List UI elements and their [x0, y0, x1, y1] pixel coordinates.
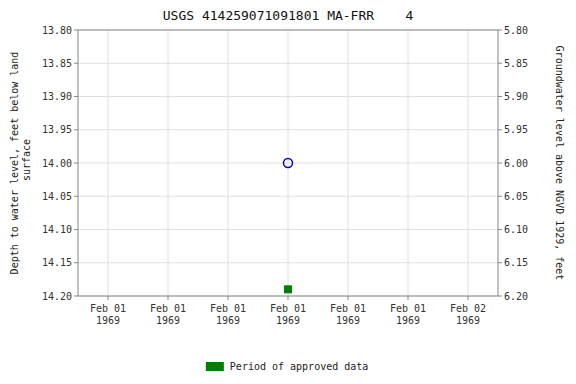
- point: [284, 159, 293, 168]
- tick-label: Feb 011969: [330, 303, 366, 326]
- tick-label: 6.00: [504, 158, 528, 169]
- tick-label: 14.20: [42, 291, 72, 302]
- tick: [408, 296, 409, 300]
- tick-label: Feb 021969: [450, 303, 486, 326]
- tick: [74, 296, 78, 297]
- tick-label: 6.05: [504, 191, 528, 202]
- tick-label: 5.85: [504, 58, 528, 69]
- text-line: 1969: [336, 315, 360, 326]
- marks: [284, 159, 293, 293]
- tick-label: 13.80: [42, 25, 72, 36]
- tick: [498, 96, 502, 97]
- text-line: 1969: [216, 315, 240, 326]
- text-line: Feb 01: [90, 303, 126, 314]
- text-line: surface: [21, 139, 32, 187]
- tick-label: 5.90: [504, 91, 528, 102]
- text-line: Feb 01: [330, 303, 366, 314]
- tick: [498, 196, 502, 197]
- tick-label: 5.95: [504, 124, 528, 135]
- text-line: 1969: [276, 315, 300, 326]
- tick-label: 5.80: [504, 25, 528, 36]
- tick-label: 14.15: [42, 257, 72, 268]
- tick: [498, 30, 502, 31]
- tick: [168, 296, 169, 300]
- legend: Period of approved data: [206, 361, 368, 372]
- grid-line: [348, 30, 349, 296]
- tick: [228, 296, 229, 300]
- tick-label: 14.00: [42, 158, 72, 169]
- tick: [74, 63, 78, 64]
- tick-label: 13.95: [42, 124, 72, 135]
- tick: [468, 296, 469, 300]
- plot-frame: [78, 30, 498, 296]
- tick-label: 14.05: [42, 191, 72, 202]
- grid-line: [228, 30, 229, 296]
- tick: [498, 262, 502, 263]
- tick: [74, 96, 78, 97]
- tick: [74, 163, 78, 164]
- text-line: Feb 01: [270, 303, 306, 314]
- y-axis: 13.80 13.85 13.90 13.95 14.00 14.05 14.10 14.15…: [42, 25, 78, 302]
- tick-label: 6.10: [504, 224, 528, 235]
- point: [285, 286, 292, 293]
- grid: [78, 30, 498, 296]
- text-line: 1969: [156, 315, 180, 326]
- tick: [498, 229, 502, 230]
- tick-label: Feb 011969: [390, 303, 426, 326]
- tick: [108, 296, 109, 300]
- grid-line: [108, 30, 109, 296]
- tick-label: 6.20: [504, 291, 528, 302]
- text-line: 1969: [396, 315, 420, 326]
- tick-label: Feb 011969: [150, 303, 186, 326]
- grid-line: [288, 30, 289, 296]
- legend-swatch: [206, 362, 224, 371]
- tick-label: Feb 011969: [270, 303, 306, 326]
- tick: [74, 30, 78, 31]
- x-axis: Feb 011969Feb 011969Feb 011969Feb 011969…: [90, 296, 486, 326]
- text-line: Feb 01: [210, 303, 246, 314]
- grid-line: [168, 30, 169, 296]
- tick: [498, 129, 502, 130]
- tick: [74, 229, 78, 230]
- text-line: 1969: [96, 315, 120, 326]
- text-line: 1969: [456, 315, 480, 326]
- axis-label: Depth to water level, feet below land su…: [9, 52, 32, 275]
- title: USGS 414259071091801 MA-FRR 4: [163, 8, 414, 23]
- chart: 13.80 13.85 13.90 13.95 14.00 14.05 14.10 14.15…: [0, 0, 576, 384]
- tick-label: Feb 011969: [210, 303, 246, 326]
- text-line: Feb 02: [450, 303, 486, 314]
- tick-label: 6.15: [504, 257, 528, 268]
- y2-axis: 6.20 6.15 6.10 6.05 6.00 5.95 5.90 5.85 5.80: [498, 25, 528, 302]
- tick: [74, 196, 78, 197]
- tick: [74, 262, 78, 263]
- tick: [74, 129, 78, 130]
- grid-line: [468, 30, 469, 296]
- tick-label: 13.90: [42, 91, 72, 102]
- text-line: Depth to water level, feet below land: [9, 52, 20, 275]
- tick-label: 14.10: [42, 224, 72, 235]
- tick: [348, 296, 349, 300]
- tick: [288, 296, 289, 300]
- text-line: Feb 01: [390, 303, 426, 314]
- tick-label: 13.85: [42, 58, 72, 69]
- legend-label: Period of approved data: [230, 361, 368, 372]
- text-line: Feb 01: [150, 303, 186, 314]
- tick: [498, 296, 502, 297]
- tick-label: Feb 011969: [90, 303, 126, 326]
- background: [0, 0, 576, 384]
- tick: [498, 63, 502, 64]
- grid-line: [408, 30, 409, 296]
- axis-label: Groundwater level above NGVD 1929, feet: [554, 46, 565, 281]
- tick: [498, 163, 502, 164]
